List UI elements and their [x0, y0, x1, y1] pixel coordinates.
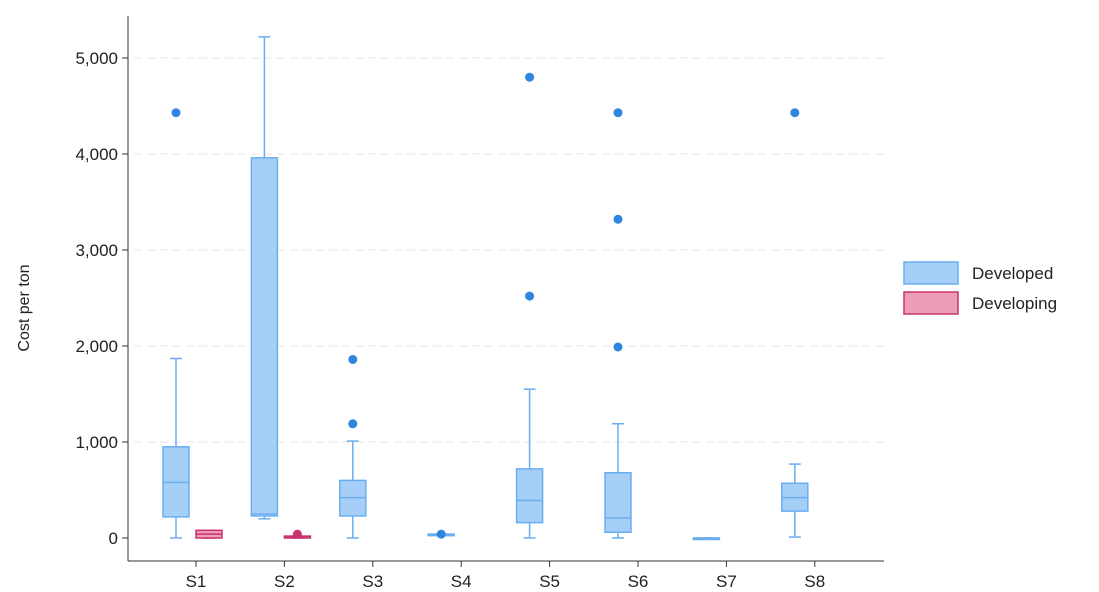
box-developed-s2	[250, 36, 279, 520]
y-axis: 0 1,000 2,000 3,000 4,000 5,000	[75, 16, 129, 561]
y-tick-label: 5,000	[75, 49, 118, 68]
x-tick-label: S1	[186, 572, 207, 591]
box-developed-s1	[162, 108, 190, 539]
outlier-point	[436, 529, 446, 539]
x-tick-label: S2	[274, 572, 295, 591]
legend-swatch	[903, 261, 959, 285]
y-tick-label: 4,000	[75, 145, 118, 164]
outlier-point	[613, 214, 623, 224]
x-tick-label: S8	[804, 572, 825, 591]
outlier-point	[292, 529, 302, 539]
y-tick-label: 1,000	[75, 433, 118, 452]
box-developing-s2	[283, 529, 312, 539]
x-tick-label: S7	[716, 572, 737, 591]
box-developed-s4	[427, 529, 455, 539]
legend-item-developed: Developed	[903, 261, 1053, 285]
legend-item-developing: Developing	[903, 291, 1057, 315]
x-axis: S1 S2 S3 S4 S5 S6 S7 S8	[128, 560, 884, 591]
x-tick-label: S3	[362, 572, 383, 591]
y-tick-label: 2,000	[75, 337, 118, 356]
grid-lines	[134, 57, 884, 443]
outlier-point	[525, 291, 535, 301]
y-tick-label: 0	[109, 529, 118, 548]
box-developed-s5	[515, 72, 544, 539]
legend-label: Developed	[972, 264, 1053, 283]
y-axis-title: Cost per ton	[16, 264, 33, 351]
iqr-box	[515, 468, 544, 524]
outlier-point	[525, 72, 535, 82]
legend: Developed Developing	[903, 261, 1057, 315]
box-developed-s7	[692, 537, 721, 541]
box-developing-s1	[195, 529, 223, 539]
iqr-box	[250, 157, 279, 517]
iqr-box	[604, 471, 632, 533]
x-tick-label: S5	[539, 572, 560, 591]
outlier-point	[790, 108, 800, 118]
box-developed-s3	[339, 354, 367, 539]
legend-label: Developing	[972, 294, 1057, 313]
outlier-point	[171, 108, 181, 118]
outlier-point	[613, 342, 623, 352]
legend-swatch	[903, 291, 959, 315]
outlier-point	[348, 354, 358, 364]
x-tick-label: S6	[628, 572, 649, 591]
outlier-point	[613, 108, 623, 118]
box-developed-s6	[604, 108, 632, 539]
box-series	[162, 36, 809, 541]
box-developed-s8	[781, 108, 809, 538]
x-tick-label: S4	[451, 572, 472, 591]
y-tick-label: 3,000	[75, 241, 118, 260]
outlier-point	[348, 419, 358, 429]
